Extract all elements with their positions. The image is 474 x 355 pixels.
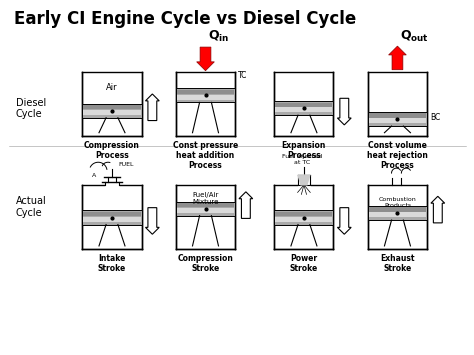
Bar xyxy=(274,211,334,225)
FancyArrow shape xyxy=(389,46,406,70)
Text: Expansion
Process: Expansion Process xyxy=(282,141,326,160)
Text: Exhaust
Stroke: Exhaust Stroke xyxy=(380,254,415,273)
Polygon shape xyxy=(298,175,310,185)
FancyArrow shape xyxy=(146,94,159,121)
FancyArrow shape xyxy=(146,208,159,234)
Text: Diesel
Cycle: Diesel Cycle xyxy=(16,98,46,119)
Bar xyxy=(275,217,332,222)
Bar xyxy=(176,88,235,102)
Text: Air: Air xyxy=(106,83,118,92)
Text: TC: TC xyxy=(238,71,247,80)
Bar xyxy=(83,217,140,222)
Text: BC: BC xyxy=(430,113,440,122)
Text: $\mathbf{Q_{in}}$: $\mathbf{Q_{in}}$ xyxy=(209,29,230,44)
Text: Fuel injected
at TC: Fuel injected at TC xyxy=(282,154,322,165)
Text: Const pressure
heat addition
Process: Const pressure heat addition Process xyxy=(173,141,238,170)
Text: $\mathbf{Q_{out}}$: $\mathbf{Q_{out}}$ xyxy=(401,29,429,44)
Bar xyxy=(368,112,427,126)
Bar xyxy=(82,104,142,118)
Bar xyxy=(177,95,234,100)
Bar xyxy=(369,212,426,217)
Text: Combustion
Products: Combustion Products xyxy=(379,197,416,208)
Bar xyxy=(177,90,234,94)
Text: Compression
Stroke: Compression Stroke xyxy=(178,254,233,273)
FancyArrow shape xyxy=(337,208,351,234)
Bar xyxy=(177,203,234,207)
FancyArrow shape xyxy=(239,192,253,218)
Bar xyxy=(275,212,332,216)
Bar xyxy=(368,206,427,220)
Text: Fuel/Air
Mixture: Fuel/Air Mixture xyxy=(192,192,219,206)
Bar xyxy=(83,110,140,115)
Text: Power
Stroke: Power Stroke xyxy=(290,254,318,273)
Bar xyxy=(369,118,426,123)
Text: A: A xyxy=(92,173,96,178)
FancyArrow shape xyxy=(337,98,351,125)
Text: Actual
Cycle: Actual Cycle xyxy=(16,196,46,218)
Bar xyxy=(83,105,140,109)
Text: FUEL: FUEL xyxy=(118,162,133,167)
Text: Const volume
heat rejection
Process: Const volume heat rejection Process xyxy=(367,141,428,170)
Bar xyxy=(369,113,426,118)
Bar xyxy=(369,207,426,212)
FancyArrow shape xyxy=(197,47,214,71)
Text: Early CI Engine Cycle vs Diesel Cycle: Early CI Engine Cycle vs Diesel Cycle xyxy=(14,10,356,28)
Bar xyxy=(82,211,142,225)
FancyArrow shape xyxy=(431,196,445,223)
Text: Compression
Process: Compression Process xyxy=(84,141,140,160)
Bar xyxy=(274,101,334,115)
Bar xyxy=(177,208,234,213)
Bar xyxy=(83,212,140,216)
Bar xyxy=(176,202,235,215)
Bar xyxy=(275,103,332,107)
Bar xyxy=(275,108,332,113)
Text: Intake
Stroke: Intake Stroke xyxy=(98,254,126,273)
